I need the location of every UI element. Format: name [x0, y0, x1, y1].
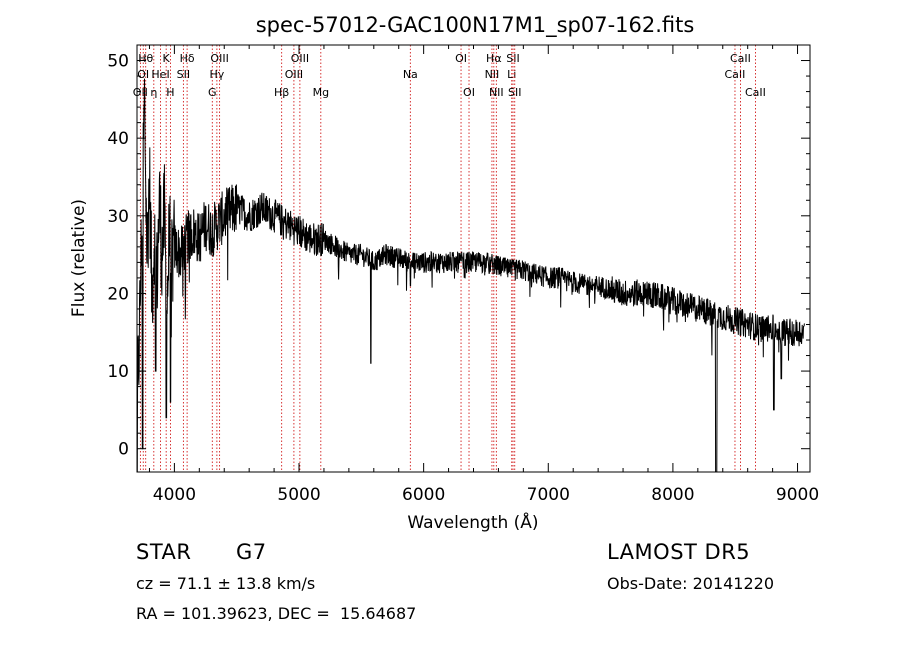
redshift-velocity: cz = 71.1 ± 13.8 km/s [136, 574, 316, 593]
line-label: Hβ [274, 86, 289, 99]
line-label: NII [489, 86, 504, 99]
line-label: G [208, 86, 217, 99]
line-label: η [150, 86, 157, 99]
line-label: Hδ [180, 52, 195, 65]
line-label: CaII [730, 52, 751, 65]
line-label: SII [506, 52, 519, 65]
x-axis-label: Wavelength (Å) [407, 511, 538, 533]
line-label: CaII [725, 68, 746, 81]
line-label: OI [455, 52, 467, 65]
object-subclass: G7 [236, 540, 267, 564]
line-label: HeI [151, 68, 169, 81]
object-class: STAR [136, 540, 192, 564]
survey-name: LAMOST DR5 [607, 540, 751, 564]
x-tick-label: 9000 [776, 485, 819, 505]
line-label: CaII [745, 86, 766, 99]
y-axis: 0 10 20 30 40 50 [107, 52, 810, 460]
line-label: OIII [291, 52, 309, 65]
y-tick-label: 0 [118, 440, 129, 460]
y-tick-label: 50 [107, 52, 129, 72]
line-label: OIII [285, 68, 303, 81]
x-tick-label: 7000 [527, 485, 570, 505]
y-tick-label: 40 [107, 129, 129, 149]
line-label: SII [508, 86, 521, 99]
line-label: Li [507, 68, 516, 81]
x-tick-label: 8000 [651, 485, 694, 505]
line-label: OIII [210, 52, 228, 65]
line-label: K [163, 52, 171, 65]
y-tick-label: 10 [107, 362, 129, 382]
x-axis: 4000 5000 6000 7000 8000 9000 [148, 45, 819, 505]
x-tick-label: 6000 [402, 485, 445, 505]
chart-title: spec-57012-GAC100N17M1_sp07-162.fits [256, 13, 695, 38]
x-tick-label: 4000 [153, 485, 196, 505]
line-label: Na [403, 68, 418, 81]
line-label: SII [177, 68, 190, 81]
ra-dec-coordinates: RA = 101.39623, DEC = 15.64687 [136, 604, 417, 623]
spectrum-line [136, 78, 805, 473]
line-label: Hα [486, 52, 502, 65]
y-tick-label: 30 [107, 207, 129, 227]
spectrum-series [136, 78, 805, 473]
line-label: OI [137, 68, 149, 81]
line-label: Hγ [209, 68, 224, 81]
line-label: NII [485, 68, 500, 81]
x-tick-label: 5000 [277, 485, 320, 505]
observation-date: Obs-Date: 20141220 [607, 574, 775, 593]
line-label: H [166, 86, 174, 99]
line-label: Mg [313, 86, 329, 99]
line-label: Hθ [138, 52, 153, 65]
y-axis-label: Flux (relative) [69, 199, 89, 317]
line-label: OI [463, 86, 475, 99]
y-tick-label: 20 [107, 284, 129, 304]
